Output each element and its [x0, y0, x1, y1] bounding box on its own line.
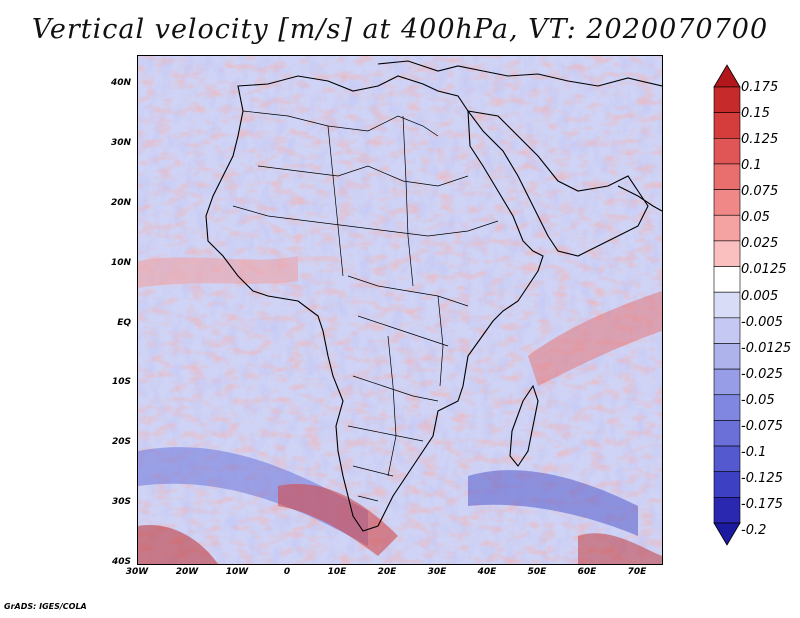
colorbar-label: 0.15 [741, 106, 770, 121]
colorbar-segment [713, 189, 741, 216]
colorbar-segment [713, 445, 741, 473]
asia-coast [617, 185, 662, 212]
colorbar-label: -0.1 [741, 445, 767, 460]
colorbar-top-arrow [713, 64, 741, 88]
colorbar-label: -0.025 [741, 367, 783, 382]
lat-tick-30n: 30N [110, 138, 131, 148]
indian-ocean-descent-band [468, 470, 638, 536]
colorbar-label: 0.0125 [741, 262, 787, 277]
colorbar-label: -0.2 [741, 523, 767, 538]
border-12 [437, 295, 444, 387]
south-atlantic-ascent-band [278, 484, 398, 556]
map-title: Vertical velocity [m/s] at 400hPa, VT: 2… [31, 14, 769, 45]
border-2 [257, 165, 469, 187]
itcz-ascent-band [138, 256, 298, 288]
lat-tick-40n: 40N [110, 78, 131, 88]
lon-tick-30e: 30E [427, 567, 447, 577]
lon-tick-40e: 40E [477, 567, 497, 577]
colorbar-label: -0.0125 [741, 341, 792, 356]
colorbar-segment [713, 86, 741, 113]
colorbar-label: -0.125 [741, 471, 783, 486]
colorbar-segment [713, 163, 741, 190]
africa-coastline [205, 75, 544, 532]
colorbar-label: -0.175 [741, 497, 783, 512]
lat-tick-eq: EQ [117, 318, 131, 328]
lon-tick-70e: 70E [627, 567, 647, 577]
colorbar-label: 0.1 [741, 158, 762, 173]
border-5 [402, 115, 414, 287]
lon-tick-10e: 10E [327, 567, 347, 577]
colorbar-segment [713, 137, 741, 165]
border-13 [357, 495, 379, 502]
lat-tick-20s: 20S [111, 437, 131, 447]
colorbar-label: 0.025 [741, 236, 779, 251]
lat-tick-30s: 30S [111, 497, 131, 507]
lon-tick-50e: 50E [527, 567, 547, 577]
border-10 [352, 465, 394, 477]
lon-tick-30w: 30W [125, 567, 149, 577]
colorbar-label: -0.075 [741, 419, 783, 434]
colorbar-segment [713, 420, 741, 447]
arabia-coastline [466, 110, 649, 257]
velocity-map [138, 56, 662, 564]
coastlines [205, 60, 662, 532]
lon-tick-20e: 20E [377, 567, 397, 577]
colorbar-segment [713, 368, 741, 396]
lon-tick-60e: 60E [577, 567, 597, 577]
madagascar-coastline [509, 384, 539, 467]
border-9 [347, 425, 424, 442]
lat-tick-40s: 40S [111, 557, 131, 567]
colorbar-segment [713, 240, 741, 267]
border-8 [352, 375, 439, 402]
border-3 [232, 205, 499, 237]
border-7 [357, 315, 449, 347]
border-11 [387, 335, 397, 477]
lat-tick-20n: 20N [110, 198, 131, 208]
border-6 [347, 275, 469, 307]
lat-tick-10s: 10S [111, 377, 131, 387]
mediterranean-north-coast [377, 60, 662, 87]
lat-tick-10n: 10N [110, 258, 131, 268]
colorbar-label: -0.05 [741, 393, 775, 408]
border-4 [327, 125, 344, 277]
colorbar-segment [713, 343, 741, 370]
colorbar [713, 64, 741, 546]
south-atlantic-descent-band [138, 447, 368, 546]
southeast-ascent-patch [578, 533, 662, 564]
colorbar-label: 0.005 [741, 289, 779, 304]
colorbar-segment [713, 214, 741, 242]
footer-credit: GrADS: IGES/COLA [4, 602, 87, 611]
southwest-ascent-patch [138, 525, 218, 564]
colorbar-segment [713, 266, 741, 293]
colorbar-label: 0.05 [741, 210, 770, 225]
colorbar-label: 0.125 [741, 132, 779, 147]
colorbar-segment [713, 112, 741, 139]
border-1 [242, 110, 439, 137]
colorbar-segment [713, 291, 741, 319]
country-borders [232, 110, 499, 502]
lon-tick-10w: 10W [225, 567, 249, 577]
colorbar-segment [713, 497, 741, 524]
indian-ocean-ascent-band [528, 291, 662, 386]
map-panel [137, 55, 663, 565]
colorbar-label: 0.175 [741, 80, 779, 95]
colorbar-bottom-arrow [713, 522, 741, 546]
colorbar-segment [713, 471, 741, 498]
lon-tick-20w: 20W [175, 567, 199, 577]
colorbar-label: -0.005 [741, 315, 783, 330]
colorbar-segment [713, 394, 741, 421]
colorbar-label: 0.075 [741, 184, 779, 199]
lon-tick-0: 0 [283, 567, 291, 577]
colorbar-segment [713, 317, 741, 344]
